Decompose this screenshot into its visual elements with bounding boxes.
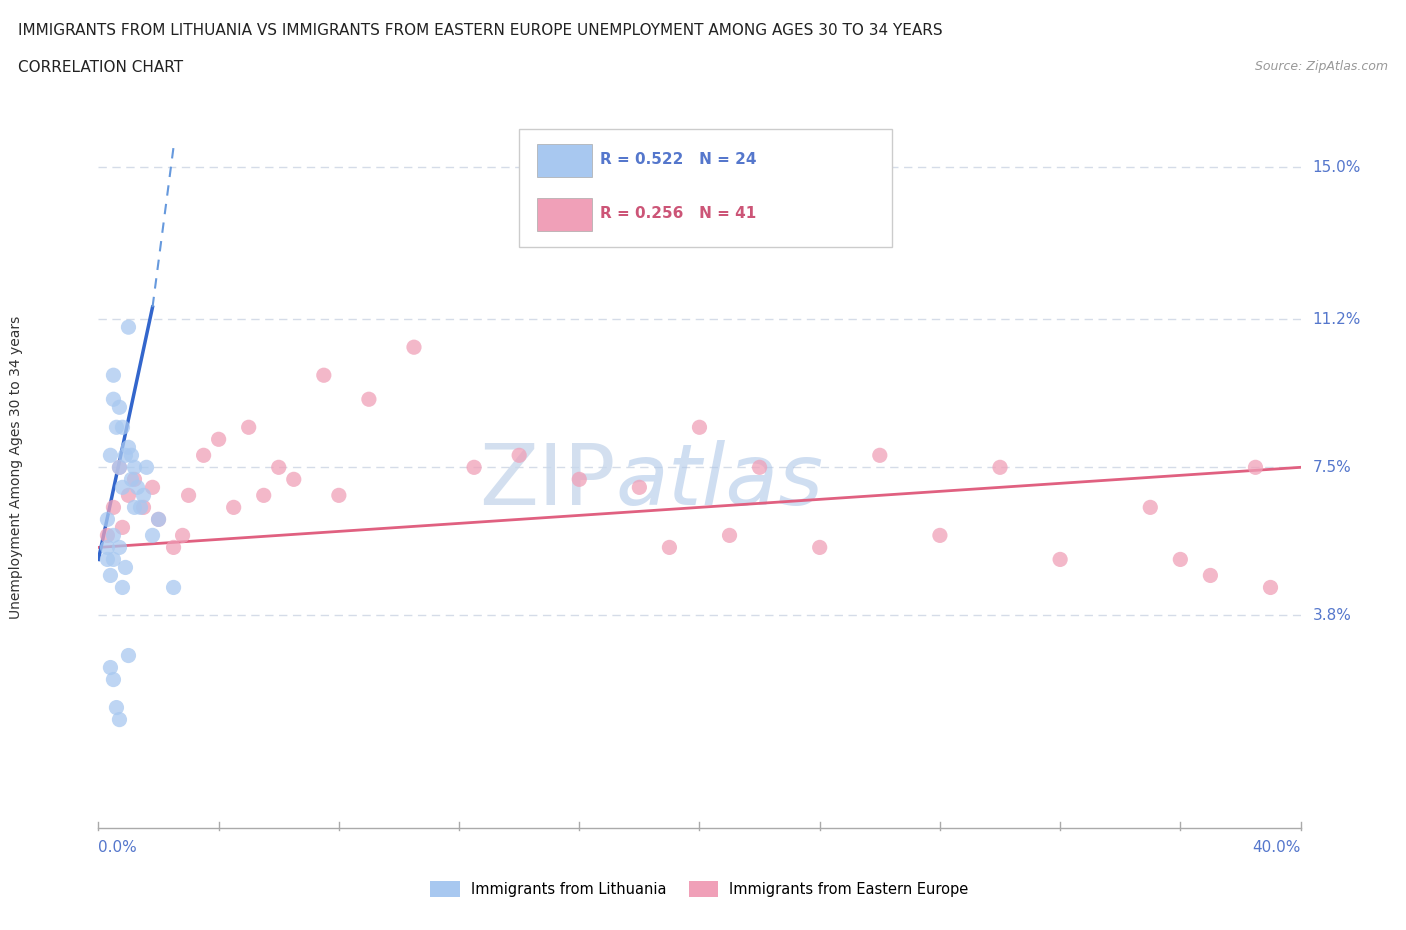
Point bbox=[108, 460, 131, 475]
Point bbox=[108, 460, 131, 475]
Point bbox=[283, 472, 305, 486]
Point bbox=[124, 460, 146, 475]
Point bbox=[748, 460, 770, 475]
Point bbox=[103, 672, 125, 687]
Point bbox=[108, 712, 131, 727]
Point bbox=[1199, 568, 1222, 583]
FancyBboxPatch shape bbox=[519, 128, 891, 247]
Point bbox=[103, 552, 125, 567]
Text: R = 0.522   N = 24: R = 0.522 N = 24 bbox=[600, 153, 756, 167]
Point bbox=[808, 540, 831, 555]
Text: 40.0%: 40.0% bbox=[1253, 840, 1301, 855]
Point bbox=[117, 320, 139, 335]
Point bbox=[222, 500, 245, 515]
Point bbox=[267, 460, 290, 475]
Point bbox=[208, 432, 231, 446]
FancyBboxPatch shape bbox=[537, 144, 592, 177]
Point bbox=[162, 540, 184, 555]
Point bbox=[103, 392, 125, 406]
Point bbox=[124, 472, 146, 486]
Text: atlas: atlas bbox=[616, 440, 824, 524]
Point bbox=[1170, 552, 1192, 567]
Point bbox=[121, 472, 143, 486]
Point bbox=[121, 448, 143, 463]
Point bbox=[132, 488, 155, 503]
Point bbox=[253, 488, 276, 503]
Point bbox=[568, 472, 591, 486]
Point bbox=[111, 580, 134, 595]
Point bbox=[96, 528, 118, 543]
Text: IMMIGRANTS FROM LITHUANIA VS IMMIGRANTS FROM EASTERN EUROPE UNEMPLOYMENT AMONG A: IMMIGRANTS FROM LITHUANIA VS IMMIGRANTS … bbox=[18, 23, 943, 38]
Text: Source: ZipAtlas.com: Source: ZipAtlas.com bbox=[1254, 60, 1388, 73]
Point bbox=[328, 488, 350, 503]
Point bbox=[108, 540, 131, 555]
Point bbox=[193, 448, 215, 463]
Point bbox=[135, 460, 157, 475]
Point bbox=[129, 500, 152, 515]
Point bbox=[111, 520, 134, 535]
Point bbox=[96, 552, 118, 567]
Point bbox=[127, 480, 149, 495]
Text: R = 0.256   N = 41: R = 0.256 N = 41 bbox=[600, 206, 756, 221]
Text: 0.0%: 0.0% bbox=[98, 840, 138, 855]
Point bbox=[108, 400, 131, 415]
Point bbox=[658, 540, 681, 555]
Point bbox=[402, 339, 425, 354]
Point bbox=[103, 528, 125, 543]
Point bbox=[103, 367, 125, 382]
Point bbox=[148, 512, 170, 526]
Legend: Immigrants from Lithuania, Immigrants from Eastern Europe: Immigrants from Lithuania, Immigrants fr… bbox=[425, 875, 974, 903]
Point bbox=[628, 480, 651, 495]
Point bbox=[148, 512, 170, 526]
Text: Unemployment Among Ages 30 to 34 years: Unemployment Among Ages 30 to 34 years bbox=[10, 315, 24, 619]
Text: ZIP: ZIP bbox=[479, 440, 616, 524]
Point bbox=[718, 528, 741, 543]
Point bbox=[114, 560, 136, 575]
Point bbox=[929, 528, 952, 543]
Point bbox=[508, 448, 530, 463]
Text: CORRELATION CHART: CORRELATION CHART bbox=[18, 60, 183, 75]
Point bbox=[357, 392, 380, 406]
Point bbox=[177, 488, 200, 503]
Point bbox=[111, 419, 134, 434]
Point bbox=[117, 440, 139, 455]
Point bbox=[1139, 500, 1161, 515]
Text: 15.0%: 15.0% bbox=[1313, 160, 1361, 175]
Text: 3.8%: 3.8% bbox=[1313, 608, 1351, 623]
Point bbox=[238, 419, 260, 434]
Point bbox=[132, 500, 155, 515]
Point bbox=[96, 512, 118, 526]
Point bbox=[114, 448, 136, 463]
Point bbox=[105, 700, 128, 715]
Point bbox=[111, 480, 134, 495]
Point bbox=[117, 488, 139, 503]
Point bbox=[312, 367, 335, 382]
Point bbox=[103, 500, 125, 515]
Point bbox=[124, 500, 146, 515]
FancyBboxPatch shape bbox=[537, 198, 592, 231]
Point bbox=[100, 448, 122, 463]
Point bbox=[100, 568, 122, 583]
Point bbox=[1049, 552, 1071, 567]
Point bbox=[162, 580, 184, 595]
Point bbox=[100, 660, 122, 675]
Point bbox=[105, 419, 128, 434]
Point bbox=[1260, 580, 1282, 595]
Point bbox=[869, 448, 891, 463]
Point bbox=[172, 528, 194, 543]
Point bbox=[141, 480, 163, 495]
Text: 7.5%: 7.5% bbox=[1313, 459, 1351, 475]
Point bbox=[463, 460, 485, 475]
Point bbox=[1244, 460, 1267, 475]
Point bbox=[988, 460, 1011, 475]
Point bbox=[141, 528, 163, 543]
Point bbox=[117, 648, 139, 663]
Point bbox=[96, 540, 118, 555]
Point bbox=[688, 419, 710, 434]
Text: 11.2%: 11.2% bbox=[1313, 312, 1361, 326]
